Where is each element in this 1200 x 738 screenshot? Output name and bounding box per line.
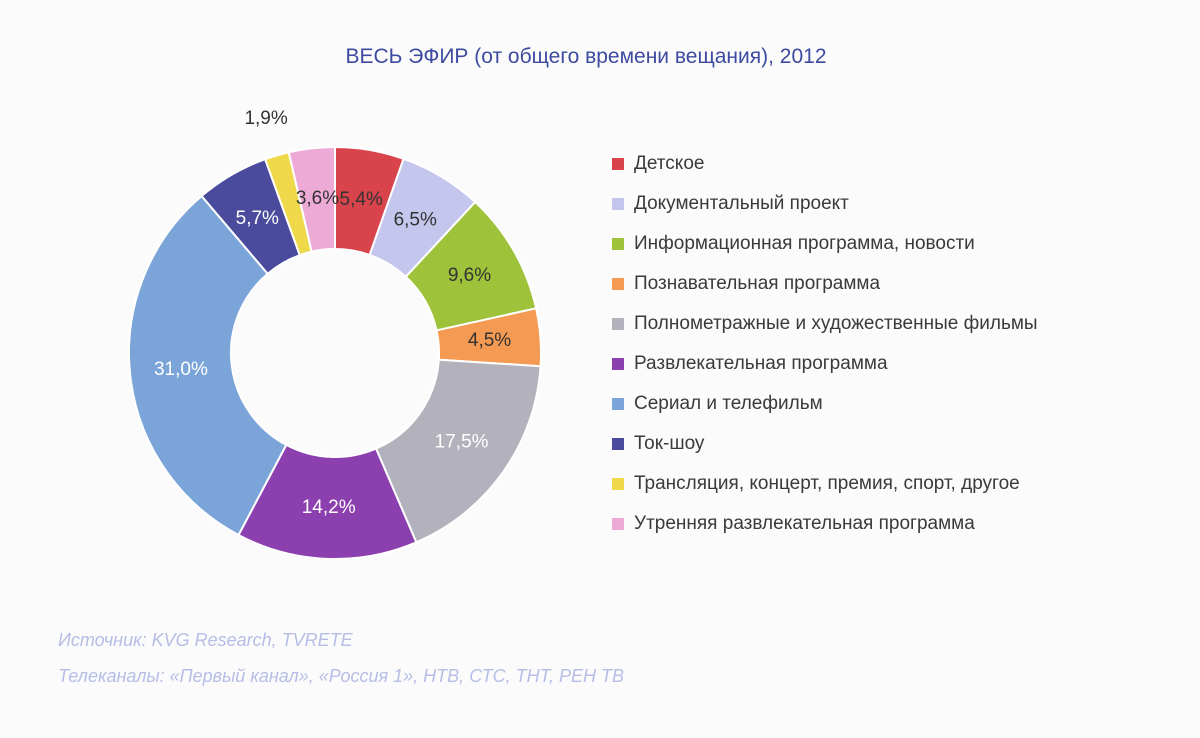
legend-label: Сериал и телефильм	[634, 393, 823, 414]
legend-label: Ток-шоу	[634, 433, 705, 454]
legend-swatch	[612, 158, 624, 170]
channels-note: Телеканалы: «Первый канал», «Россия 1», …	[58, 666, 624, 686]
donut-slice	[128, 194, 288, 537]
slice-value-label: 1,9%	[244, 108, 287, 129]
donut-slice	[287, 145, 336, 253]
legend-swatch	[612, 318, 624, 330]
slice-value-label: 17,5%	[435, 431, 489, 452]
slice-value-label: 3,6%	[296, 188, 339, 209]
legend-item: Информационная программа, новости	[612, 224, 1038, 264]
chart-title: ВЕСЬ ЭФИР (от общего времени вещания), 2…	[345, 45, 827, 68]
legend-swatch	[612, 438, 624, 450]
legend-item: Познавательная программа	[612, 264, 1038, 304]
legend-swatch	[612, 198, 624, 210]
legend-item: Документальный проект	[612, 184, 1038, 224]
donut-chart: 5,4% 6,5% 9,6% 4,5% 17,5% 14,2% 31,0% 5,7% 1,9% 3…	[128, 108, 542, 560]
legend-item: Трансляция, концерт, премия, спорт, друг…	[612, 464, 1038, 504]
slice-value-label: 6,5%	[394, 209, 437, 230]
donut-slice	[374, 358, 542, 544]
slice-value-label: 4,5%	[468, 330, 511, 351]
legend-label: Трансляция, концерт, премия, спорт, друг…	[634, 473, 1020, 494]
legend-swatch	[612, 518, 624, 530]
donut-slice	[237, 443, 418, 560]
legend-item: Детское	[612, 144, 1038, 184]
legend-label: Развлекательная программа	[634, 353, 888, 374]
legend-item: Сериал и телефильм	[612, 384, 1038, 424]
legend-swatch	[612, 398, 624, 410]
legend-item: Ток-шоу	[612, 424, 1038, 464]
legend-label: Познавательная программа	[634, 273, 881, 294]
legend-item: Полнометражные и художественные фильмы	[612, 304, 1038, 344]
legend-item: Развлекательная программа	[612, 344, 1038, 384]
slice-value-label: 5,4%	[340, 189, 383, 210]
legend-label: Информационная программа, новости	[634, 233, 975, 254]
legend-label: Утренняя развлекательная программа	[634, 513, 975, 534]
source-note: Источник: KVG Research, TVRETE	[58, 630, 353, 650]
legend-swatch	[612, 358, 624, 370]
slice-value-label: 9,6%	[448, 265, 491, 286]
slice-value-label: 14,2%	[302, 497, 356, 518]
legend: Детское Документальный проект Информационн…	[612, 144, 1038, 544]
legend-item: Утренняя развлекательная программа	[612, 504, 1038, 544]
legend-label: Детское	[634, 153, 705, 174]
legend-label: Полнометражные и художественные фильмы	[634, 313, 1038, 334]
legend-swatch	[612, 238, 624, 250]
legend-swatch	[612, 478, 624, 490]
legend-label: Документальный проект	[634, 193, 849, 214]
slice-value-label: 31,0%	[154, 359, 208, 380]
slice-value-label: 5,7%	[236, 208, 279, 229]
legend-swatch	[612, 278, 624, 290]
